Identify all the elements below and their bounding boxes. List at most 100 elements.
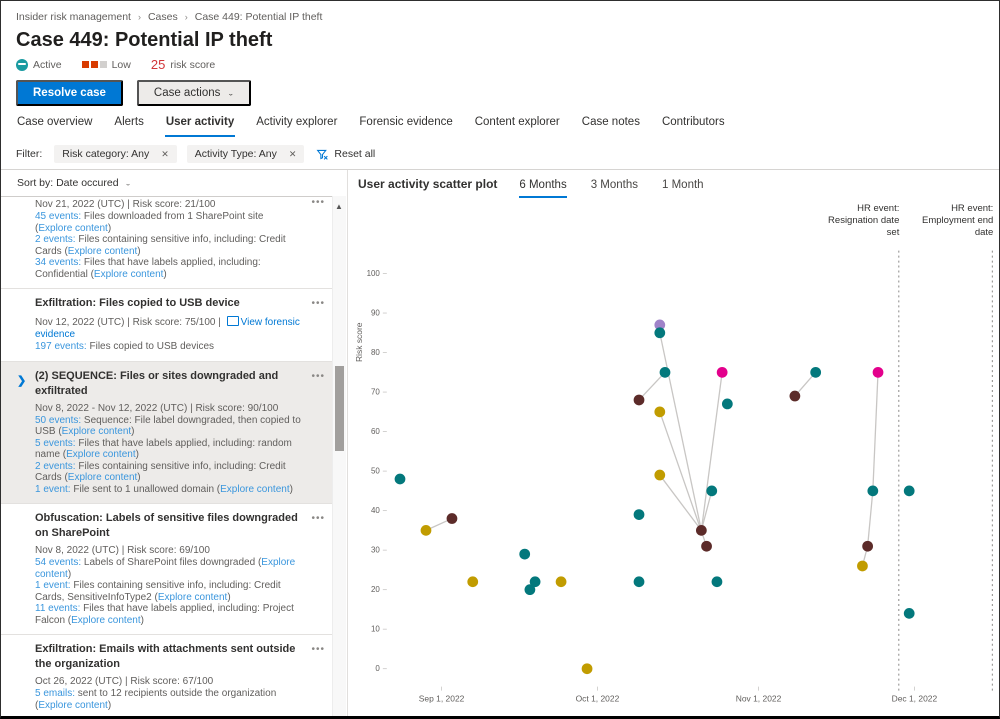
event-count-link[interactable]: 5 events: xyxy=(35,437,76,449)
tab-contributors[interactable]: Contributors xyxy=(661,116,725,128)
explore-content-link[interactable]: Explore content xyxy=(67,472,138,483)
y-axis-title: Risk score xyxy=(354,322,364,362)
explore-content-link[interactable]: Explore content xyxy=(61,426,132,437)
view-forensic-evidence-link[interactable]: View forensic evidence xyxy=(35,316,300,340)
tab-alerts[interactable]: Alerts xyxy=(114,116,144,128)
event-count-link[interactable]: 11 events: xyxy=(35,603,81,614)
explore-content-link[interactable]: Explore content xyxy=(71,614,141,626)
scatter-point[interactable] xyxy=(711,576,723,588)
scatter-point[interactable] xyxy=(654,319,666,331)
explore-content-link[interactable]: Explore content xyxy=(93,268,164,280)
scatter-point[interactable] xyxy=(524,584,536,596)
tab-forensic-evidence[interactable]: Forensic evidence xyxy=(359,116,453,128)
activity-detail: 197 events: Files copied to USB devices xyxy=(35,341,214,352)
scatter-point[interactable] xyxy=(519,548,531,560)
scroll-up-icon[interactable]: ▲ xyxy=(335,202,343,211)
scatter-point[interactable] xyxy=(903,607,915,619)
scatter-point[interactable] xyxy=(659,366,671,378)
breadcrumb-item[interactable]: Insider risk management xyxy=(16,11,131,23)
explore-content-link[interactable]: Explore content xyxy=(38,222,108,234)
explore-content-link[interactable]: Explore content xyxy=(35,557,296,580)
more-options-button[interactable]: ••• xyxy=(311,513,325,524)
activity-list-item[interactable]: Exfiltration: Emails with attachments se… xyxy=(1,635,333,716)
event-count-link[interactable]: 2 events: xyxy=(35,234,76,245)
activity-meta: Nov 8, 2022 - Nov 12, 2022 (UTC) | Risk … xyxy=(35,402,279,414)
tab-case-overview[interactable]: Case overview xyxy=(17,116,93,128)
more-options-button[interactable]: ••• xyxy=(311,370,325,382)
scatter-point[interactable] xyxy=(633,394,645,406)
scatter-point[interactable] xyxy=(446,513,458,524)
activity-title: (2) SEQUENCE: Files or sites downgraded … xyxy=(35,369,279,397)
scatter-point[interactable] xyxy=(581,663,593,675)
event-count-link[interactable]: 54 events: xyxy=(35,557,82,568)
scatter-point[interactable] xyxy=(857,560,868,572)
scatter-point[interactable] xyxy=(789,390,801,402)
activity-detail: 45 events: Files downloaded from 1 Share… xyxy=(35,211,264,234)
scatter-point[interactable] xyxy=(706,485,718,497)
more-options-button[interactable]: ••• xyxy=(311,298,325,309)
more-options-button[interactable]: ••• xyxy=(311,644,325,655)
scatter-point[interactable] xyxy=(716,366,728,378)
event-count-link[interactable]: 1 event: xyxy=(35,580,71,591)
tab-content-explorer[interactable]: Content explorer xyxy=(474,116,560,128)
scatter-point[interactable] xyxy=(555,576,567,588)
scatter-point[interactable] xyxy=(529,576,541,588)
event-count-link[interactable]: 5 emails: xyxy=(35,688,76,699)
range-tab-6-months[interactable]: 6 Months xyxy=(519,179,567,198)
scatter-point[interactable] xyxy=(695,525,707,536)
scatter-point[interactable] xyxy=(633,509,645,520)
breadcrumb-item[interactable]: Cases xyxy=(147,11,178,23)
activity-list-item[interactable]: ❯ (2) SEQUENCE: Files or sites downgraded… xyxy=(1,361,333,504)
filter-label: Filter: xyxy=(16,148,43,160)
scatter-point[interactable] xyxy=(701,540,712,552)
event-count-link[interactable]: 45 events: xyxy=(35,211,82,222)
activity-detail: 11 events: Files that have labels applie… xyxy=(35,603,294,626)
explore-content-link[interactable]: Explore content xyxy=(220,483,290,495)
activity-list-item[interactable]: Obfuscation: Labels of sensitive files d… xyxy=(1,504,333,635)
explore-content-link[interactable]: Explore content xyxy=(38,699,108,711)
sort-by-dropdown[interactable]: Sort by: Date occured ⌄ xyxy=(1,170,346,195)
activity-list-item[interactable]: Nov 21, 2022 (UTC) | Risk score: 21/100 … xyxy=(1,197,333,289)
breadcrumb-item[interactable]: Case 449: Potential IP theft xyxy=(194,11,323,23)
tab-activity-explorer[interactable]: Activity explorer xyxy=(256,116,338,128)
filter-chip[interactable]: Risk category: Any ✕ xyxy=(54,145,177,163)
event-count-link[interactable]: 1 event: xyxy=(35,483,71,495)
range-tab-1-month[interactable]: 1 Month xyxy=(662,179,704,191)
resolve-case-button[interactable]: Resolve case xyxy=(16,80,123,106)
close-icon[interactable]: ✕ xyxy=(288,148,297,159)
filter-chip[interactable]: Activity Type: Any ✕ xyxy=(186,145,305,163)
scatter-point[interactable] xyxy=(394,473,406,485)
tab-user-activity[interactable]: User activity xyxy=(164,113,236,137)
scatter-point[interactable] xyxy=(654,327,666,339)
scatter-point[interactable] xyxy=(467,576,479,588)
scatter-point[interactable] xyxy=(654,406,666,418)
more-options-button[interactable]: ••• xyxy=(311,197,325,208)
explore-content-link[interactable]: Explore content xyxy=(66,449,136,460)
scatter-point[interactable] xyxy=(903,485,915,497)
close-icon[interactable]: ✕ xyxy=(161,148,169,159)
scatter-point[interactable] xyxy=(420,525,432,536)
scatter-point[interactable] xyxy=(654,469,666,481)
scatter-point[interactable] xyxy=(810,366,822,378)
scatter-point[interactable] xyxy=(872,366,884,378)
event-count-link[interactable]: 34 events: xyxy=(35,257,82,268)
range-tab-3-months[interactable]: 3 Months xyxy=(590,179,639,191)
activity-detail: 50 events: Sequence: File label downgrad… xyxy=(35,414,301,438)
scrollbar-thumb[interactable] xyxy=(335,366,344,451)
event-count-link[interactable]: 2 events: xyxy=(35,460,76,472)
list-scrollbar[interactable]: ▲ xyxy=(332,196,346,716)
event-count-link[interactable]: 50 events: xyxy=(35,414,82,426)
case-actions-button[interactable]: Case actions ⌄ xyxy=(136,80,252,106)
activity-list-item[interactable]: Exfiltration: Files copied to USB device… xyxy=(1,289,333,362)
severity-square-icon xyxy=(90,61,98,68)
scatter-point[interactable] xyxy=(721,398,733,410)
event-count-link[interactable]: 197 events: xyxy=(35,341,87,352)
scatter-point[interactable] xyxy=(633,576,645,588)
reset-all-button[interactable]: Reset all xyxy=(316,148,375,161)
tab-case-notes[interactable]: Case notes xyxy=(581,116,640,128)
explore-content-link[interactable]: Explore content xyxy=(157,591,228,603)
scatter-point[interactable] xyxy=(862,540,874,552)
scatter-point[interactable] xyxy=(867,485,879,497)
chevron-right-icon[interactable]: ❯ xyxy=(17,374,27,387)
explore-content-link[interactable]: Explore content xyxy=(67,245,138,257)
